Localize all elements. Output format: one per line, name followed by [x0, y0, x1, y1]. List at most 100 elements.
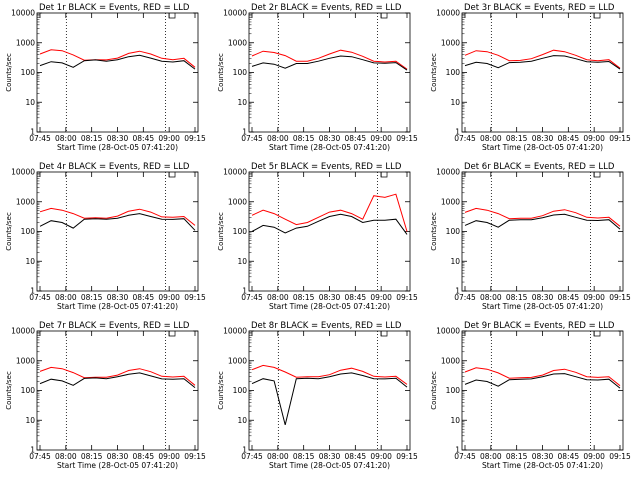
y-tick-label: 10000: [223, 9, 247, 18]
plot-frame: [461, 330, 624, 451]
x-tick-label: 07:45: [29, 452, 51, 461]
plot-frame: [248, 171, 411, 292]
x-tick-label: 09:15: [184, 293, 206, 302]
x-tick-label: 08:15: [293, 293, 315, 302]
y-tick-label: 1: [242, 287, 247, 296]
x-tick-label: 08:30: [319, 452, 341, 461]
x-tick-label: 08:00: [480, 293, 502, 302]
y-axis-label: Counts/sec: [430, 53, 438, 92]
y-axis-label: Counts/sec: [430, 371, 438, 410]
lld-series: [464, 49, 621, 69]
top-bracket: [168, 331, 176, 337]
x-axis-label: Start Time (28-Oct-05 07:41:20): [269, 461, 390, 470]
x-tick-label: 08:45: [133, 293, 155, 302]
x-tick-label: 08:30: [532, 134, 554, 143]
y-tick-label: 10: [237, 98, 247, 107]
plot-frame: [248, 330, 411, 451]
x-tick-label: 07:45: [241, 452, 263, 461]
y-tick-label: 10: [237, 257, 247, 266]
events-series: [39, 372, 196, 388]
y-axis-label: Counts/sec: [5, 53, 13, 92]
top-bracket: [380, 172, 388, 178]
x-tick-label: 08:00: [267, 452, 289, 461]
x-tick-label: 08:15: [506, 452, 528, 461]
panel-title: Det 7r BLACK = Events, RED = LLD: [39, 321, 190, 331]
y-tick-label: 10000: [11, 327, 35, 336]
x-tick-label: 08:45: [558, 452, 580, 461]
x-tick-label: 08:15: [506, 134, 528, 143]
events-series: [251, 213, 408, 235]
x-tick-label: 08:00: [55, 293, 77, 302]
x-tick-label: 07:45: [241, 293, 263, 302]
x-tick-label: 08:00: [480, 452, 502, 461]
x-tick-label: 07:45: [454, 452, 476, 461]
y-axis-label: Counts/sec: [217, 53, 225, 92]
x-tick-label: 08:15: [81, 293, 103, 302]
y-tick-label: 100: [233, 386, 248, 395]
x-axis-label: Start Time (28-Oct-05 07:41:20): [57, 302, 178, 311]
panel-title: Det 6r BLACK = Events, RED = LLD: [464, 162, 615, 172]
lld-series: [39, 366, 196, 386]
panel-9: Det 9r BLACK = Events, RED = LLD 1 10 100 10…: [430, 321, 631, 470]
x-tick-label: 08:30: [107, 293, 129, 302]
panel-6: Det 6r BLACK = Events, RED = LLD 1 10 100 10…: [430, 162, 631, 311]
panel-title: Det 5r BLACK = Events, RED = LLD: [251, 162, 402, 172]
top-bracket: [380, 331, 388, 337]
y-tick-label: 1000: [16, 38, 35, 47]
y-tick-label: 10000: [436, 327, 460, 336]
x-tick-label: 09:15: [609, 452, 631, 461]
y-tick-label: 1: [455, 287, 460, 296]
y-tick-label: 1000: [441, 197, 460, 206]
events-series: [39, 54, 196, 70]
panel-title: Det 2r BLACK = Events, RED = LLD: [251, 3, 402, 13]
x-tick-label: 08:30: [532, 293, 554, 302]
x-tick-label: 08:15: [293, 134, 315, 143]
y-tick-label: 1: [30, 128, 35, 137]
y-tick-label: 100: [233, 227, 248, 236]
lld-series: [251, 364, 408, 385]
y-tick-label: 10: [25, 98, 35, 107]
panel-title: Det 9r BLACK = Events, RED = LLD: [464, 321, 615, 331]
panel-2: Det 2r BLACK = Events, RED = LLD 1 10 100 10…: [217, 3, 418, 152]
panel-title: Det 4r BLACK = Events, RED = LLD: [39, 162, 190, 172]
y-tick-label: 10000: [436, 9, 460, 18]
x-axis-label: Start Time (28-Oct-05 07:41:20): [482, 461, 603, 470]
x-axis-label: Start Time (28-Oct-05 07:41:20): [482, 302, 603, 311]
x-tick-label: 09:15: [396, 293, 418, 302]
y-tick-label: 1: [455, 446, 460, 455]
x-axis-label: Start Time (28-Oct-05 07:41:20): [269, 302, 390, 311]
x-tick-label: 09:00: [583, 293, 605, 302]
events-series: [251, 372, 408, 426]
x-tick-label: 08:15: [506, 293, 528, 302]
x-tick-label: 09:00: [370, 134, 392, 143]
x-axis-label: Start Time (28-Oct-05 07:41:20): [482, 143, 603, 152]
y-tick-label: 10: [450, 257, 460, 266]
y-tick-label: 1: [30, 446, 35, 455]
x-tick-label: 09:15: [396, 452, 418, 461]
x-tick-label: 09:00: [158, 134, 180, 143]
panel-title: Det 8r BLACK = Events, RED = LLD: [251, 321, 402, 331]
y-tick-label: 10: [25, 416, 35, 425]
events-series: [251, 55, 408, 71]
panel-title: Det 3r BLACK = Events, RED = LLD: [464, 3, 615, 13]
lld-series: [464, 207, 621, 227]
y-tick-label: 1: [455, 128, 460, 137]
lld-series: [464, 367, 621, 387]
y-tick-label: 1000: [228, 356, 247, 365]
events-series: [464, 213, 621, 230]
x-tick-label: 07:45: [454, 293, 476, 302]
x-tick-label: 09:00: [583, 452, 605, 461]
x-tick-label: 07:45: [29, 293, 51, 302]
x-tick-label: 08:30: [319, 134, 341, 143]
y-tick-label: 1000: [16, 356, 35, 365]
top-bracket: [593, 331, 601, 337]
x-axis-label: Start Time (28-Oct-05 07:41:20): [57, 461, 178, 470]
y-tick-label: 10000: [436, 168, 460, 177]
x-tick-label: 08:30: [532, 452, 554, 461]
x-tick-label: 08:00: [55, 134, 77, 143]
x-tick-label: 07:45: [241, 134, 263, 143]
y-tick-label: 10000: [11, 168, 35, 177]
panel-5: Det 5r BLACK = Events, RED = LLD 1 10 100 10…: [217, 162, 418, 311]
x-tick-label: 08:45: [133, 452, 155, 461]
y-axis-label: Counts/sec: [217, 212, 225, 251]
